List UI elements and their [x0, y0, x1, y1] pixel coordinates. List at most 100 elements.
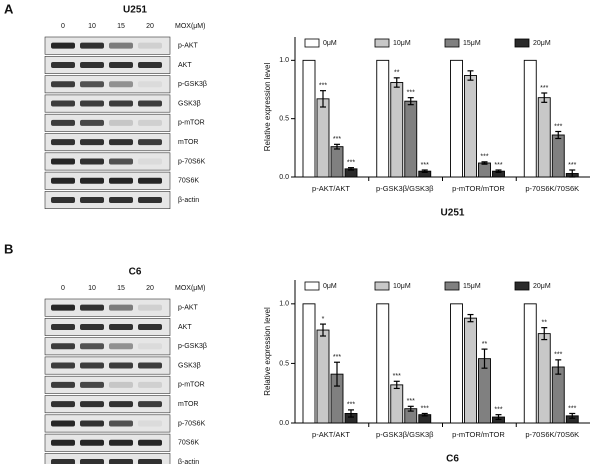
legend-label: 15μM: [463, 283, 481, 290]
significance: ***: [554, 352, 562, 359]
x-tick-label: p-AKT/AKT: [312, 430, 350, 439]
band: [138, 42, 162, 49]
error-bar: [348, 167, 354, 171]
error-bar: [467, 313, 474, 323]
band: [138, 304, 162, 311]
error-bar: [334, 361, 340, 387]
significance: ***: [347, 160, 355, 167]
protein-label: p-GSK3β: [178, 343, 207, 350]
band: [80, 343, 104, 350]
blot-strip: [44, 75, 171, 94]
bar: [450, 303, 463, 424]
bar: [376, 303, 390, 424]
band: [80, 401, 104, 408]
band: [109, 362, 133, 369]
significance: ***: [319, 83, 327, 90]
band: [51, 420, 75, 427]
band: [109, 81, 133, 88]
blot-strip: [44, 356, 171, 375]
band: [138, 381, 162, 388]
significance: ***: [333, 354, 341, 361]
significance: ***: [393, 373, 401, 380]
band: [138, 139, 162, 146]
blot-strip: [44, 375, 171, 394]
bar: [404, 100, 418, 178]
band: [51, 459, 75, 464]
bar: [523, 303, 537, 424]
legend-swatch: [304, 38, 320, 48]
dose-unit: MOX(μM): [175, 285, 205, 292]
x-tick-label: p-mTOR/mTOR: [452, 430, 505, 439]
blot-strip: [44, 113, 171, 132]
protein-label: p-70S6K: [178, 158, 206, 165]
blot-title: U251: [123, 5, 147, 16]
legend-label: 10μM: [393, 283, 411, 290]
legend-label: 15μM: [463, 40, 481, 47]
dose-label: 0: [61, 23, 65, 30]
error-bar: [495, 169, 502, 173]
band: [80, 81, 104, 88]
band: [109, 381, 133, 388]
band: [80, 100, 104, 107]
protein-label: 70S6K: [178, 178, 199, 185]
error-bar: [320, 323, 326, 337]
band: [51, 100, 75, 107]
band: [109, 158, 133, 165]
band: [109, 42, 133, 49]
x-axis-title: U251: [441, 208, 465, 219]
dose-label: 0: [61, 285, 65, 292]
band: [138, 459, 162, 464]
error-bar: [348, 409, 354, 418]
significance: ***: [494, 162, 502, 169]
band: [51, 439, 75, 446]
band: [109, 304, 133, 311]
error-bar: [421, 169, 428, 173]
x-tick-label: p-GSK3β/GSK3β: [376, 430, 434, 439]
significance: ***: [333, 136, 341, 143]
bar: [390, 82, 404, 178]
band: [109, 177, 133, 184]
blot-strip: [44, 152, 171, 171]
bar: [302, 303, 316, 424]
band: [80, 420, 104, 427]
protein-label: mTOR: [178, 139, 198, 146]
bar: [390, 384, 404, 424]
legend-swatch: [444, 38, 460, 48]
bar: [316, 329, 330, 424]
error-bar: [407, 405, 414, 412]
error-bar: [393, 380, 400, 390]
band: [109, 197, 133, 204]
bar: [330, 146, 344, 178]
band: [109, 343, 133, 350]
blot-strip: [44, 55, 171, 74]
bar: [450, 59, 463, 178]
band: [80, 323, 104, 330]
band: [51, 61, 75, 68]
error-bar: [541, 327, 548, 341]
blot-strip: [44, 317, 171, 336]
bar: [376, 59, 390, 178]
protein-label: GSK3β: [178, 100, 201, 107]
error-bar: [495, 414, 502, 421]
protein-label: AKT: [178, 62, 192, 69]
band: [109, 439, 133, 446]
error-bar: [334, 143, 340, 150]
significance: **: [394, 70, 400, 77]
band: [109, 323, 133, 330]
legend-label: 0μM: [323, 40, 337, 47]
band: [109, 119, 133, 126]
band: [80, 304, 104, 311]
significance: ***: [347, 402, 355, 409]
band: [51, 81, 75, 88]
significance: ***: [480, 154, 488, 161]
y-axis-title: Relative expression level: [263, 63, 272, 152]
x-tick-label: p-70S6K/70S6K: [525, 184, 579, 193]
band: [138, 197, 162, 204]
dose-label: 10: [88, 285, 96, 292]
band: [138, 61, 162, 68]
band: [51, 323, 75, 330]
error-bar: [421, 412, 428, 417]
band: [109, 100, 133, 107]
y-tick-label: 0.5: [279, 116, 289, 123]
